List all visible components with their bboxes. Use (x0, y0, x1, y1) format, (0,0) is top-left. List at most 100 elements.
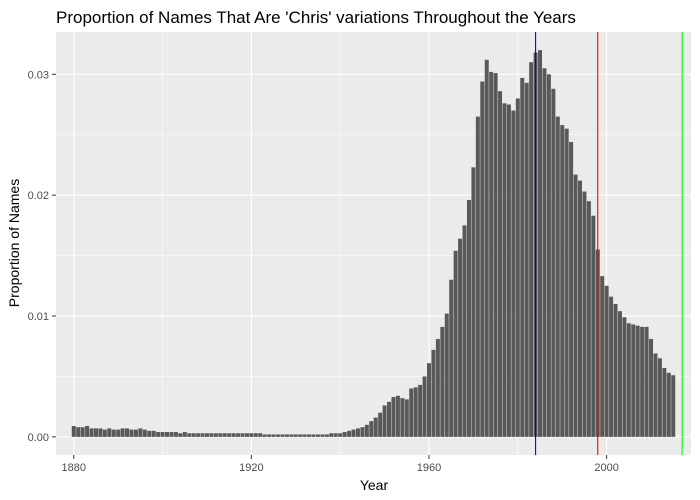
bar (298, 434, 303, 437)
bar (89, 428, 94, 437)
bar (613, 303, 618, 437)
bar (591, 215, 596, 437)
x-tick-label: 1920 (239, 462, 263, 474)
bar (640, 326, 645, 437)
bar (249, 433, 254, 437)
bar (542, 68, 547, 437)
bar (635, 325, 640, 437)
bar (196, 433, 201, 437)
bar (120, 428, 125, 437)
bar (369, 421, 374, 437)
y-axis: 0.00 0.01 0.02 0.03 (28, 69, 56, 444)
bar (657, 358, 662, 437)
bar (444, 313, 449, 437)
bar (80, 427, 85, 437)
bar (622, 317, 627, 437)
bar (293, 434, 298, 437)
bar (329, 433, 334, 437)
bar (440, 326, 445, 437)
bar (471, 167, 476, 437)
bar (462, 225, 467, 437)
bar (427, 363, 432, 437)
bar (644, 326, 649, 437)
bar (506, 104, 511, 437)
bar (125, 428, 130, 437)
bar (173, 432, 178, 437)
bar (244, 433, 249, 437)
reference-lines (535, 32, 683, 455)
x-axis: 1880 1920 1960 2000 (62, 455, 619, 474)
bar (617, 311, 622, 437)
bar (520, 77, 525, 437)
bar (431, 349, 436, 437)
bar (351, 429, 356, 437)
bar (418, 384, 423, 437)
bar (569, 141, 574, 437)
bar (449, 279, 454, 437)
bar (271, 434, 276, 437)
bar (178, 433, 183, 437)
bar (76, 427, 81, 437)
bar (600, 276, 605, 437)
bar (413, 387, 418, 437)
bar (276, 434, 281, 437)
bar (231, 433, 236, 437)
bar (98, 428, 103, 437)
bar (138, 428, 143, 437)
bar (387, 401, 392, 437)
bar (404, 399, 409, 437)
bar (151, 430, 156, 437)
bar (267, 434, 272, 437)
bar (355, 428, 360, 437)
y-axis-title: Proportion of Names (6, 179, 22, 307)
y-tick-label: 0.03 (28, 69, 49, 81)
y-tick-label: 0.00 (28, 432, 49, 444)
bar (524, 82, 529, 437)
bar (253, 433, 258, 437)
chart-title: Proportion of Names That Are 'Chris' var… (56, 8, 576, 27)
bar (107, 428, 112, 437)
bar (129, 429, 134, 437)
bar (582, 191, 587, 437)
bar (666, 372, 671, 437)
bar (458, 238, 463, 437)
bar (662, 367, 667, 437)
bar (400, 398, 405, 437)
bar (653, 353, 658, 437)
bar (320, 434, 325, 437)
bar (515, 98, 520, 437)
bar (284, 434, 289, 437)
bar (391, 396, 396, 437)
bar (555, 116, 560, 437)
bar (373, 417, 378, 437)
bar (324, 434, 329, 437)
x-tick-label: 1880 (62, 462, 86, 474)
bar (315, 434, 320, 437)
bar (156, 432, 161, 437)
y-tick-label: 0.02 (28, 190, 49, 202)
bar (564, 128, 569, 437)
bar (142, 429, 147, 437)
bar (160, 432, 165, 437)
bar (116, 429, 121, 437)
bar (85, 425, 90, 437)
bar (262, 434, 267, 437)
y-tick-label: 0.01 (28, 311, 49, 323)
bar (302, 434, 307, 437)
bar (213, 433, 218, 437)
bar (480, 81, 485, 437)
bar (626, 323, 631, 437)
bar (218, 433, 223, 437)
bar (311, 434, 316, 437)
bar (498, 91, 503, 437)
bar (538, 50, 543, 437)
bar (236, 433, 241, 437)
bar (671, 375, 676, 437)
bar (280, 434, 285, 437)
bar (649, 338, 654, 437)
bar (147, 430, 152, 437)
bar (586, 201, 591, 437)
bar (546, 74, 551, 437)
bar (169, 432, 174, 437)
bar (484, 59, 489, 437)
